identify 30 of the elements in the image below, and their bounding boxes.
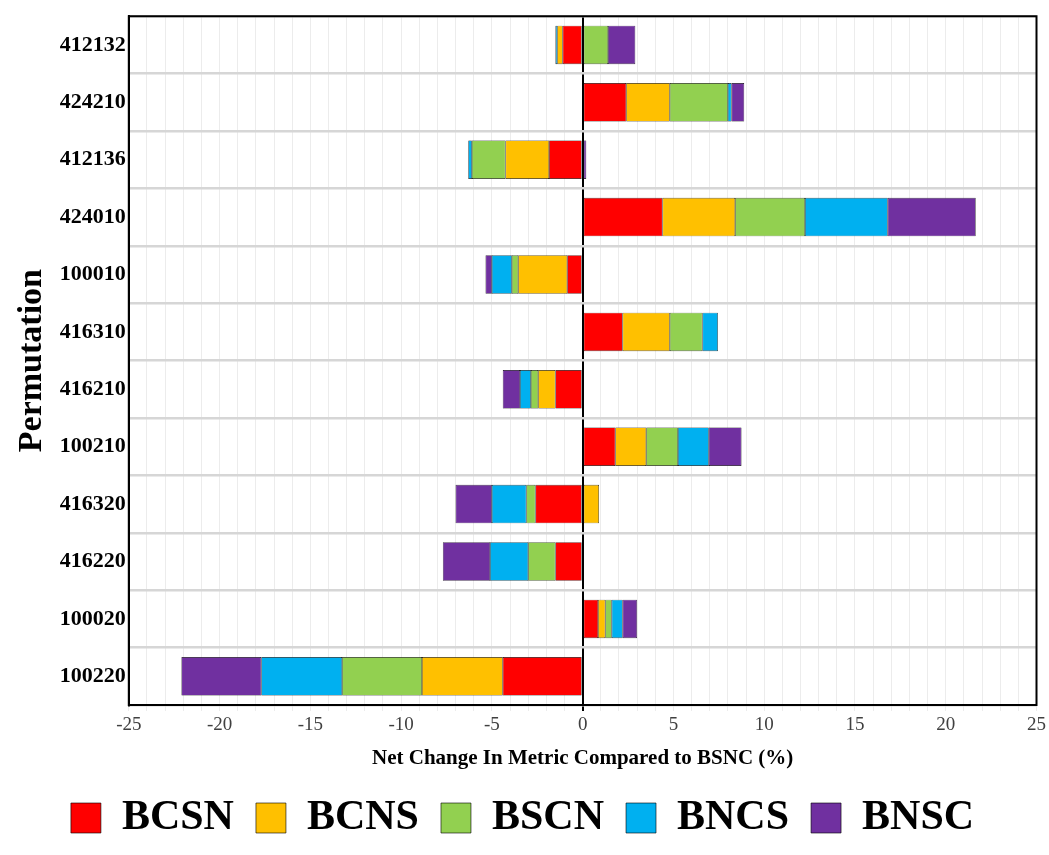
y-tick-label: 412132 bbox=[59, 30, 126, 56]
x-tick-label: 20 bbox=[936, 713, 956, 735]
x-tick-label: -25 bbox=[116, 713, 142, 735]
x-tick-label: 25 bbox=[1027, 713, 1046, 735]
legend-label: BCNS bbox=[306, 791, 419, 838]
y-tick-label: 424010 bbox=[59, 202, 126, 228]
legend-label: BCSN bbox=[121, 791, 234, 838]
x-tick-label: 0 bbox=[577, 713, 588, 735]
x-tick-label: -10 bbox=[388, 713, 414, 735]
y-tick-label: 100010 bbox=[59, 260, 126, 286]
x-tick-label: -20 bbox=[206, 713, 233, 735]
legend-label: BNCS bbox=[677, 791, 790, 838]
x-tick-label: 10 bbox=[754, 713, 774, 735]
legend-label: BNSC bbox=[862, 791, 975, 838]
x-tick-label: -15 bbox=[297, 713, 323, 735]
y-tick-label: 100210 bbox=[59, 432, 126, 458]
y-tick-label: 412136 bbox=[59, 145, 126, 171]
x-tick-label: -5 bbox=[483, 713, 500, 735]
y-tick-label: 100220 bbox=[59, 661, 126, 687]
x-tick-label: 15 bbox=[845, 713, 865, 735]
y-tick-label: 416220 bbox=[59, 547, 126, 573]
legend-label: BSCN bbox=[491, 791, 605, 838]
y-tick-label: 416210 bbox=[59, 374, 126, 400]
y-tick-label: 100020 bbox=[59, 604, 126, 630]
y-tick-label: 416320 bbox=[59, 489, 126, 515]
y-tick-label: 424210 bbox=[59, 87, 126, 113]
x-tick-label: 5 bbox=[668, 713, 679, 735]
y-axis-title: Permutation bbox=[11, 268, 49, 453]
x-axis-title: Net Change In Metric Compared to BSNC (%) bbox=[371, 744, 794, 769]
y-tick-label: 416310 bbox=[59, 317, 126, 343]
